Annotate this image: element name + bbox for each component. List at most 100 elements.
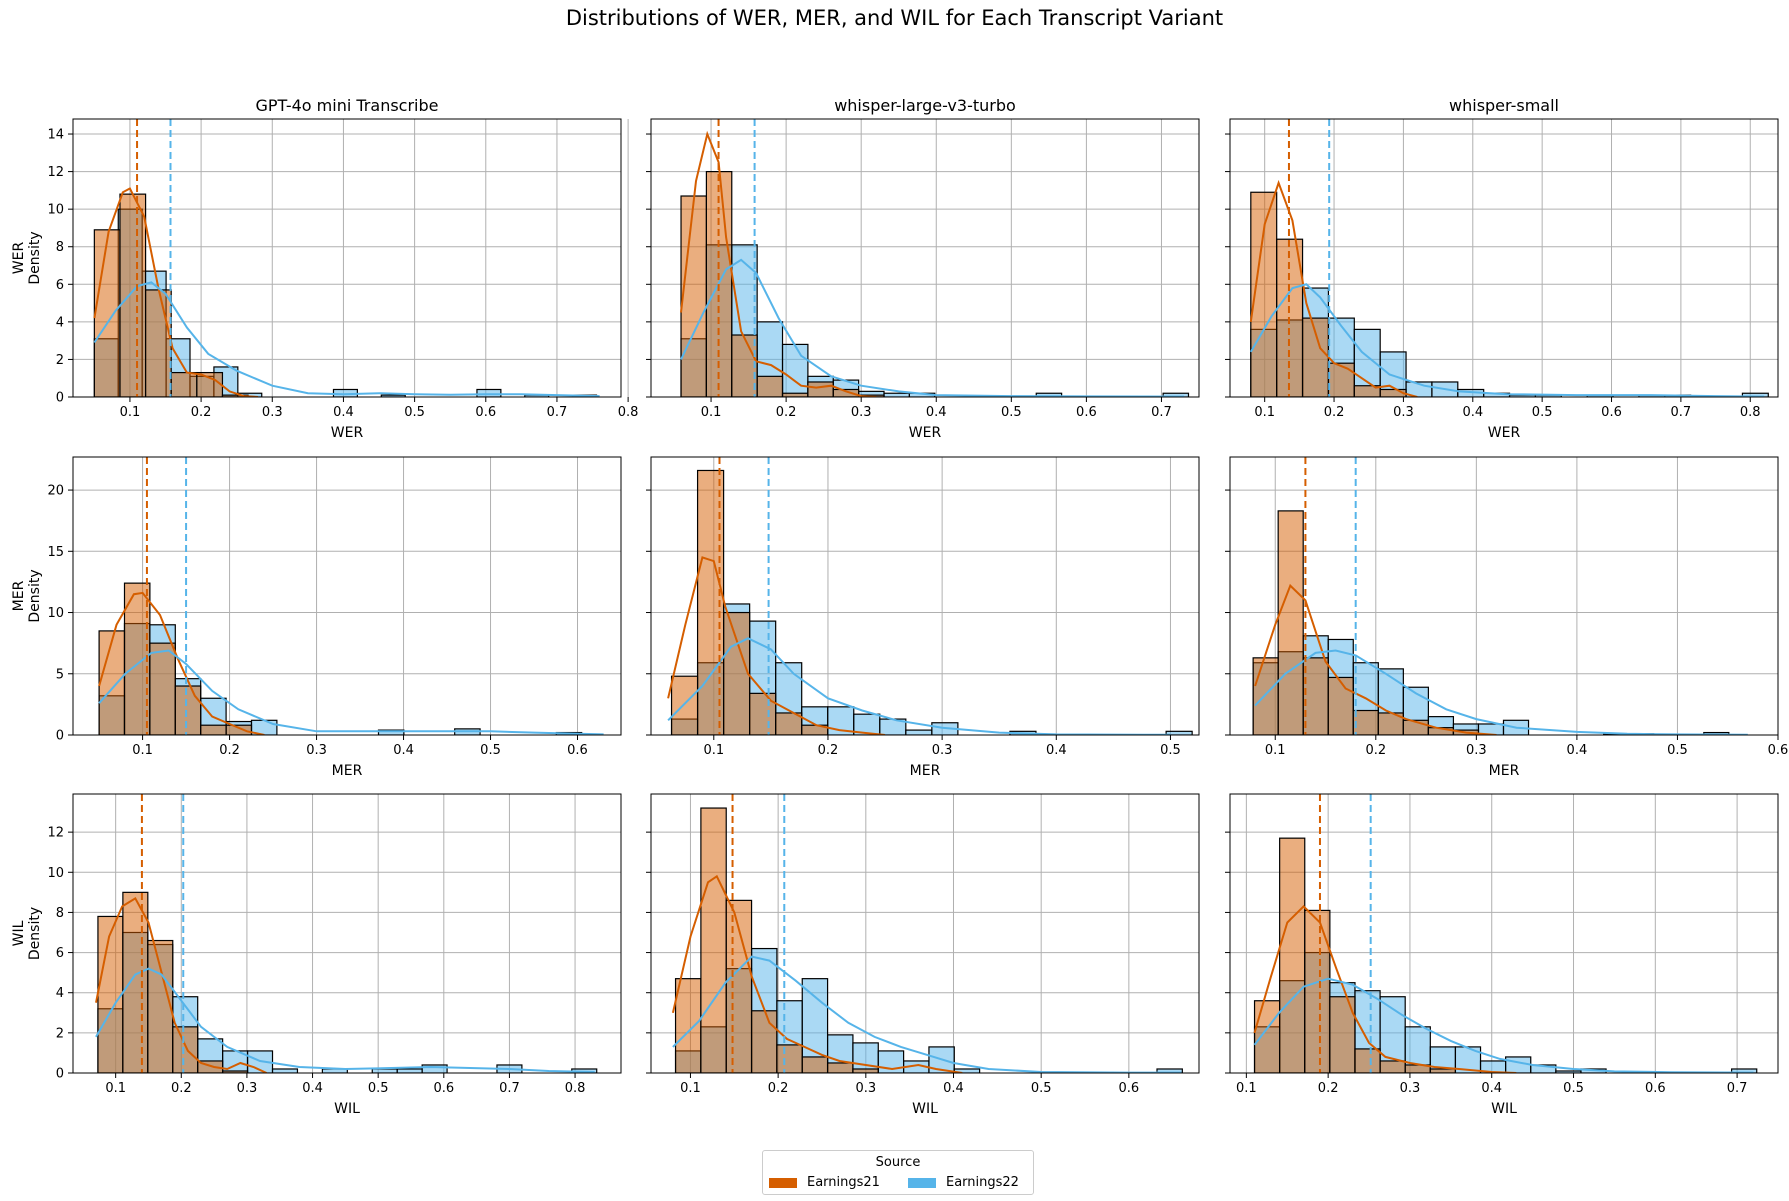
y-tick-label: 6 [56, 278, 64, 293]
x-tick-label: 0.6 [1076, 405, 1097, 420]
x-tick-label: 0.5 [1563, 1081, 1584, 1096]
x-tick-label: 0.7 [1727, 1081, 1748, 1096]
bar-earnings21 [1379, 1060, 1406, 1073]
x-tick-label: 0.6 [475, 405, 496, 420]
y-tick-label: 15 [47, 545, 64, 560]
x-tick-label: 0.2 [776, 405, 797, 420]
legend-title: Source [875, 1155, 921, 1170]
bar-earnings21 [750, 1010, 778, 1073]
x-tick-label: 0.2 [1365, 743, 1386, 758]
x-tick-label: 0.8 [618, 405, 639, 420]
bar-earnings21 [97, 915, 124, 1073]
y-axis-label-line: Density [27, 569, 43, 622]
x-tick-label: 0.3 [1466, 743, 1487, 758]
kde-line-earnings21 [671, 874, 963, 1073]
x-tick-label: 0.5 [1667, 743, 1688, 758]
column-title: whisper-small [1449, 96, 1559, 115]
y-tick-label: 4 [56, 315, 64, 330]
x-axis-label: MER [1489, 763, 1520, 779]
x-tick-label: 0.2 [1324, 405, 1345, 420]
bar-earnings21 [801, 1056, 829, 1073]
bar-earnings21 [98, 630, 126, 735]
x-tick-label: 0.6 [1601, 405, 1622, 420]
bar-earnings21 [1252, 657, 1279, 735]
x-tick-label: 0.5 [1001, 405, 1022, 420]
plot-area [667, 457, 1193, 735]
x-axis-label: WER [1488, 425, 1521, 441]
legend-item-earnings21: Earnings21 [769, 1175, 880, 1190]
plot-area [1252, 457, 1748, 735]
legend-label-earnings21: Earnings21 [807, 1175, 880, 1190]
y-tick-label: 5 [56, 667, 64, 682]
kde-line-earnings21 [1253, 904, 1517, 1073]
kde-line-earnings22 [672, 955, 1182, 1073]
bar-earnings21 [670, 675, 699, 735]
plot-area [1253, 794, 1758, 1073]
x-tick-label: 0.1 [680, 1081, 701, 1096]
y-axis-label-line: WER [11, 242, 27, 275]
bar-earnings21 [826, 1062, 854, 1073]
bar-earnings21 [776, 1044, 803, 1073]
bar-earnings21 [1279, 837, 1306, 1073]
bar-earnings21 [225, 724, 253, 735]
x-axis-label: MER [910, 763, 941, 779]
bar-earnings21 [756, 375, 784, 397]
panel-wer-3: 0.1 0.2 0.3 0.4 0.5 0.6 0.7 0.8 WER whisper-small [1225, 96, 1779, 441]
bar-earnings21 [196, 371, 224, 397]
legend: Source Earnings21 Earnings22 [762, 1150, 1034, 1195]
bar-earnings22 [371, 1068, 398, 1073]
x-tick-label: 0.2 [171, 1081, 192, 1096]
x-tick-label: 0.6 [567, 743, 588, 758]
panel-wil-1: 0.1 0.2 0.3 0.4 0.5 0.6 0.7 0.8WIL024681012WILD… [11, 793, 622, 1117]
y-tick-label: 4 [56, 986, 64, 1001]
kde-line-earnings22 [95, 967, 595, 1073]
panel-wer-1: 0.1 0.2 0.3 0.4 0.5 0.6 0.7 0.8 WER 0 2 4 6 8 10 12 14 WE… [11, 96, 638, 441]
x-tick-label: 0.3 [851, 405, 872, 420]
x-axis-label: WER [909, 425, 942, 441]
plot-area [98, 457, 604, 735]
x-tick-label: 0.5 [1031, 1081, 1052, 1096]
bar-earnings21 [144, 289, 172, 397]
x-tick-label: 0.4 [1567, 743, 1588, 758]
x-tick-label: 0.6 [1768, 743, 1789, 758]
x-tick-label: 0.3 [932, 743, 953, 758]
kde-line-earnings21 [680, 130, 877, 397]
y-axis-label-line: Density [27, 907, 43, 960]
x-axis-label: WIL [334, 1101, 360, 1117]
y-tick-label: 2 [56, 1026, 64, 1041]
bar-earnings21 [172, 1026, 199, 1073]
x-tick-label: 0.2 [219, 743, 240, 758]
x-tick-label: 0.5 [1160, 743, 1181, 758]
y-axis-label-line: WIL [11, 920, 27, 946]
bar-earnings21 [1429, 1068, 1457, 1073]
y-tick-label: 10 [47, 606, 64, 621]
bar-earnings21 [731, 334, 758, 397]
bar-earnings21 [1327, 676, 1354, 735]
panel-wil-3: 0.1 0.2 0.3 0.4 0.5 0.6 0.7 WIL [1225, 793, 1779, 1117]
bar-earnings21 [123, 582, 151, 735]
bar-earnings22 [852, 1042, 879, 1073]
plot-area [1249, 119, 1769, 397]
y-tick-label: 0 [56, 391, 64, 406]
x-tick-label: 0.3 [262, 405, 283, 420]
y-tick-label: 20 [47, 484, 64, 499]
bar-earnings21 [674, 978, 702, 1073]
kde-line-earnings21 [95, 897, 268, 1073]
panel-frame [650, 793, 1200, 1074]
x-tick-label: 0.8 [1740, 405, 1761, 420]
y-tick-label: 0 [56, 729, 64, 744]
y-tick-label: 8 [56, 906, 64, 921]
legend-item-earnings22: Earnings22 [908, 1175, 1019, 1190]
panel-wil-2: 0.1 0.2 0.3 0.4 0.5 0.6 WIL [646, 793, 1200, 1117]
column-title: GPT-4o mini Transcribe [256, 96, 439, 115]
kde-line-earnings22 [98, 649, 604, 735]
bar-earnings22 [905, 729, 933, 735]
x-tick-label: 0.4 [943, 1081, 964, 1096]
x-tick-label: 0.5 [480, 743, 501, 758]
bar-earnings21 [680, 195, 708, 397]
bar-earnings21 [1352, 709, 1379, 735]
x-tick-label: 0.6 [433, 1081, 454, 1096]
kde-line-earnings22 [93, 281, 600, 397]
x-tick-label: 0.7 [547, 405, 568, 420]
bar-earnings21 [781, 392, 809, 397]
